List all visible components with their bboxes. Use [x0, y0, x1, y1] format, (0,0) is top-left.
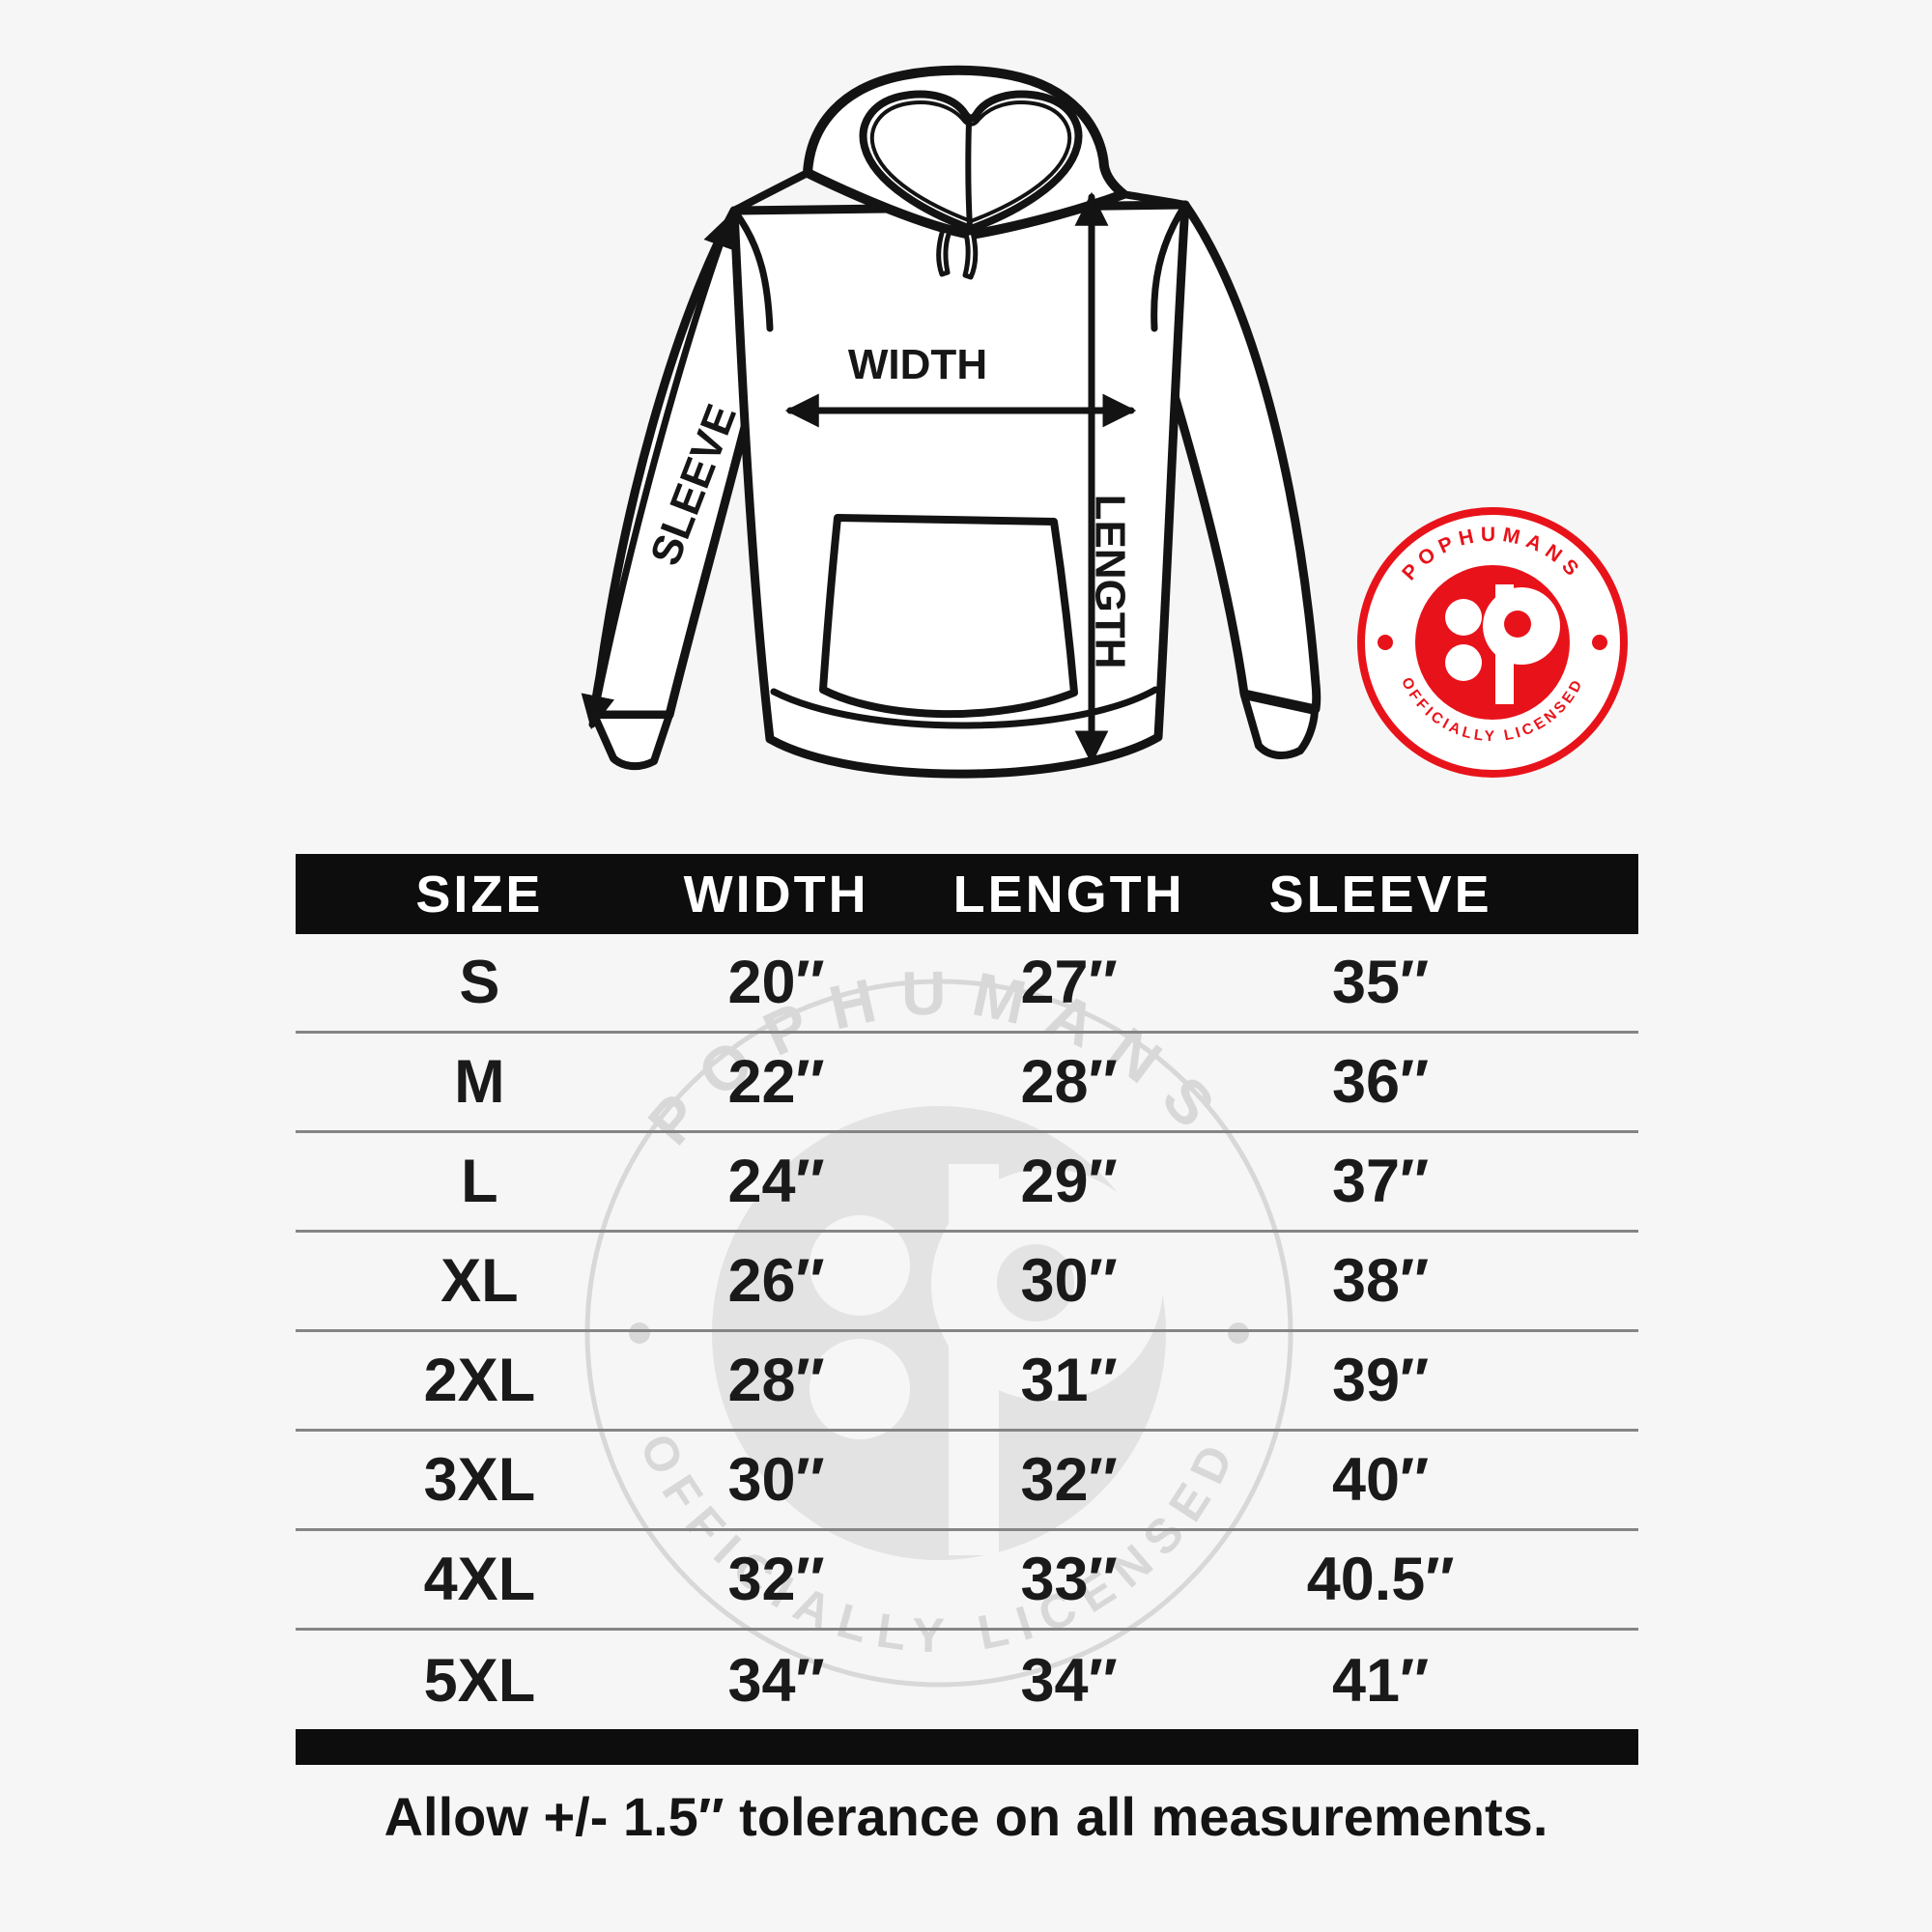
cell-length: 34″ [1020, 1646, 1118, 1715]
watermark-dot-left [629, 1322, 650, 1344]
badge-dot-left [1378, 635, 1393, 650]
watermark-monogram-icon [712, 1106, 1166, 1560]
column-header-length: LENGTH [952, 865, 1185, 923]
cell-length: 32″ [1020, 1446, 1118, 1514]
watermark-dot-right [1228, 1322, 1249, 1344]
licensed-badge: POPHUMANS OFFICIALLY LICENSED [1357, 507, 1628, 778]
table-row: 5XL 34″ 34″ 41″ [296, 1631, 1638, 1730]
table-bottom-bar [296, 1729, 1638, 1765]
table-row: 3XL 30″ 32″ 40″ [296, 1432, 1638, 1531]
hoodie-drawstring-left [936, 227, 952, 277]
table-row: L 24″ 29″ 37″ [296, 1133, 1638, 1233]
hoodie-right-shoulder-seam [1120, 190, 1189, 209]
table-row: XL 26″ 30″ 38″ [296, 1233, 1638, 1332]
column-header-width: WIDTH [683, 865, 869, 923]
cell-sleeve: 40.5″ [1306, 1546, 1455, 1613]
table-row: M 22″ 28″ 36″ [296, 1034, 1638, 1133]
width-label: WIDTH [848, 341, 987, 388]
hoodie-right-armhole-seam [1151, 201, 1189, 332]
hoodie-left-armhole-seam [730, 207, 774, 332]
column-header-sleeve: SLEEVE [1268, 865, 1492, 923]
cell-width: 34″ [727, 1646, 825, 1715]
cell-width: 20″ [727, 949, 825, 1016]
hoodie-drawstring-right [962, 229, 979, 280]
table-row: 4XL 32″ 33″ 40.5″ [296, 1531, 1638, 1631]
hoodie-hem-band [770, 686, 1159, 729]
cell-size: M [454, 1048, 505, 1116]
cell-size: 5XL [423, 1646, 536, 1715]
cell-length: 28″ [1020, 1048, 1118, 1116]
cell-width: 22″ [727, 1048, 825, 1116]
pophumans-logo-icon [1415, 565, 1570, 720]
cell-length: 33″ [1020, 1546, 1118, 1613]
cell-sleeve: 41″ [1331, 1646, 1430, 1715]
cell-sleeve: 35″ [1331, 949, 1430, 1016]
watermark-ring [584, 979, 1293, 1688]
cell-size: 3XL [423, 1446, 536, 1514]
cell-length: 27″ [1020, 949, 1118, 1016]
tolerance-footnote: Allow +/- 1.5″ tolerance on all measurem… [384, 1786, 1548, 1847]
cell-size: L [461, 1148, 498, 1215]
cell-width: 28″ [727, 1347, 825, 1414]
cell-length: 29″ [1020, 1148, 1118, 1215]
hoodie-left-cuff [590, 711, 673, 771]
cell-size: 4XL [423, 1546, 536, 1613]
hoodie-right-cuff [1240, 692, 1319, 760]
hoodie-hood-center-seam [965, 119, 973, 230]
size-table-header: SIZE WIDTH LENGTH SLEEVE [296, 854, 1638, 934]
table-row: S 20″ 27″ 35″ [296, 934, 1638, 1034]
cell-width: 26″ [727, 1247, 825, 1315]
cell-sleeve: 37″ [1331, 1148, 1430, 1215]
cell-sleeve: 39″ [1331, 1347, 1430, 1414]
cell-width: 30″ [727, 1446, 825, 1514]
cell-length: 30″ [1020, 1247, 1118, 1315]
cell-length: 31″ [1020, 1347, 1118, 1414]
cell-size: 2XL [423, 1347, 536, 1414]
watermark-logo: POPHUMANS OFFICIALLY LICENSED [584, 958, 1293, 1688]
column-header-size: SIZE [415, 865, 544, 923]
size-table: SIZE WIDTH LENGTH SLEEVE S 20″ 27″ 35″ M… [296, 854, 1638, 1730]
table-row: 2XL 28″ 31″ 39″ [296, 1332, 1638, 1432]
length-label: LENGTH [1087, 495, 1134, 669]
sleeve-arrow [581, 213, 736, 730]
cell-sleeve: 38″ [1331, 1247, 1430, 1315]
hoodie-pocket [819, 514, 1078, 719]
cell-size: XL [440, 1247, 519, 1315]
badge-dot-right [1592, 635, 1607, 650]
cell-width: 24″ [727, 1148, 825, 1215]
cell-sleeve: 36″ [1331, 1048, 1430, 1116]
cell-width: 32″ [727, 1546, 825, 1613]
cell-sleeve: 40″ [1331, 1446, 1430, 1514]
hoodie-illustration: WIDTH LENGTH SLEEVE [581, 65, 1321, 779]
hoodie-left-shoulder-seam [730, 169, 811, 214]
cell-size: S [459, 949, 500, 1016]
